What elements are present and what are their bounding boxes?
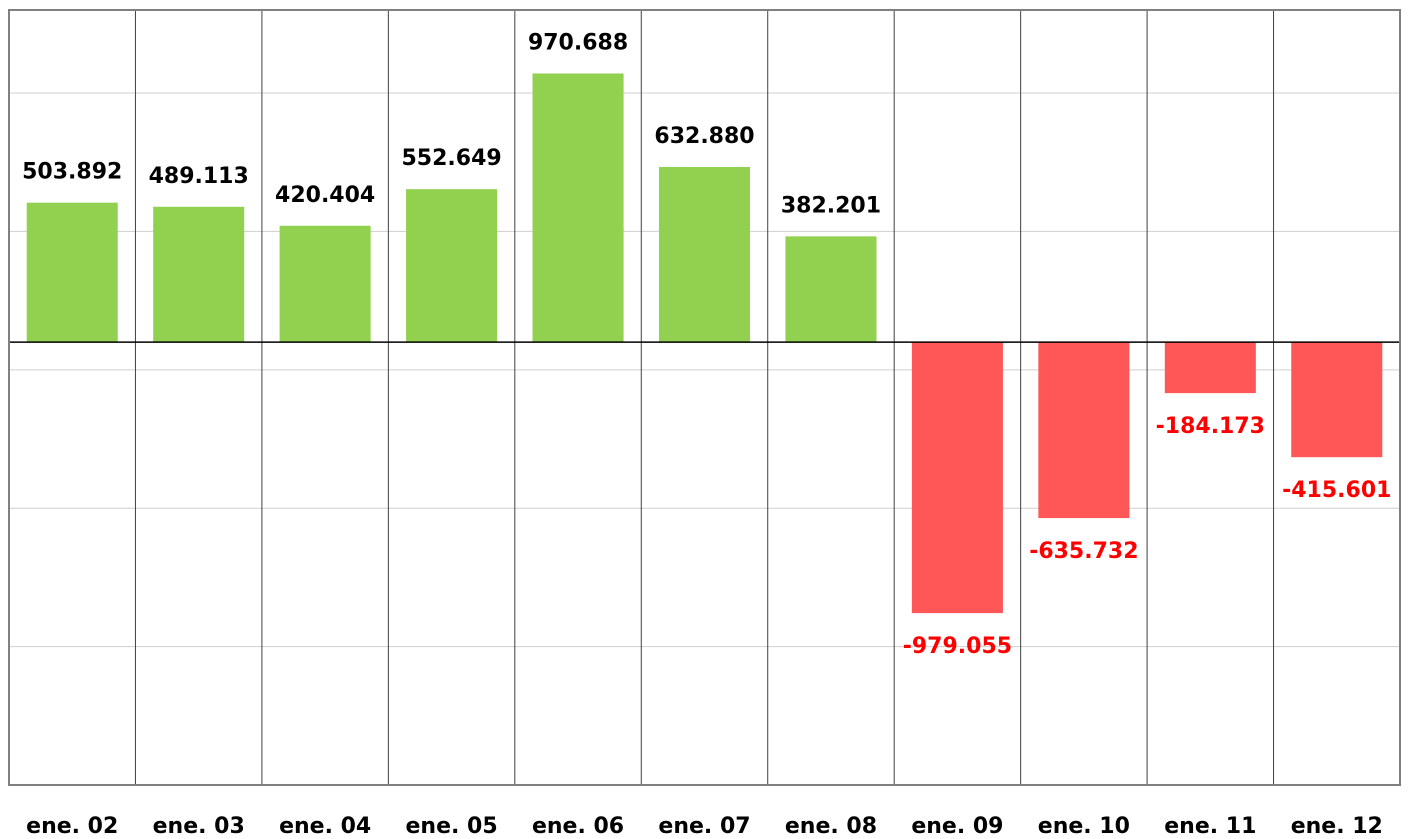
x-tick-label: ene. 05: [406, 814, 498, 839]
bar: [26, 202, 118, 343]
data-label: 420.404: [275, 183, 375, 208]
x-tick-label: ene. 11: [1164, 814, 1256, 839]
data-label: 632.880: [654, 124, 754, 149]
plot-area: [9, 10, 1400, 785]
x-tick-label: ene. 06: [532, 814, 624, 839]
x-tick-label: ene. 02: [26, 814, 118, 839]
bar: [406, 189, 498, 343]
x-tick-label: ene. 10: [1038, 814, 1130, 839]
data-label: 552.649: [401, 146, 501, 171]
bar: [279, 225, 371, 343]
x-tick-label: ene. 09: [911, 814, 1003, 839]
data-label: -415.601: [1282, 478, 1391, 503]
data-label: 970.688: [528, 30, 628, 55]
bar: [1164, 342, 1256, 394]
bar: [1038, 342, 1130, 519]
data-label: 382.201: [781, 193, 881, 218]
data-label: -635.732: [1029, 539, 1138, 564]
data-label: 489.113: [149, 164, 249, 189]
data-label: -979.055: [903, 634, 1012, 659]
bar: [658, 166, 751, 343]
x-tick-label: ene. 12: [1291, 814, 1383, 839]
x-tick-label: ene. 07: [658, 814, 750, 839]
plot-border: [8, 9, 1401, 786]
bar: [1291, 342, 1383, 458]
x-tick-label: ene. 08: [785, 814, 877, 839]
bar: [153, 206, 245, 343]
bar: [785, 236, 877, 343]
data-label: 503.892: [22, 160, 122, 185]
x-tick-label: ene. 03: [153, 814, 245, 839]
bar: [532, 73, 624, 343]
bar: [911, 342, 1003, 614]
data-label: -184.173: [1156, 414, 1265, 439]
x-tick-label: ene. 04: [279, 814, 371, 839]
